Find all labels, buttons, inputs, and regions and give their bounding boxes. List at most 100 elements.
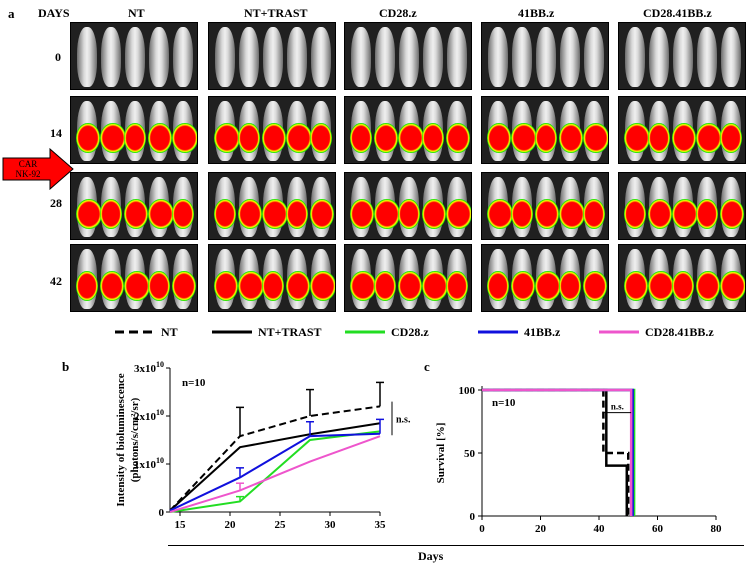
y-tick-label: 50 — [464, 448, 476, 460]
tumor-signal — [511, 270, 535, 302]
tumor-signal — [214, 270, 238, 302]
car-nk92-arrow: CAR NK-92 — [2, 148, 74, 190]
mouse-image-panel — [344, 172, 472, 240]
mouse-figure — [263, 27, 283, 87]
tumor-signal — [100, 198, 122, 230]
mouse-figure — [215, 27, 235, 87]
tumor-signal — [696, 198, 718, 230]
significance-label: n.s. — [611, 402, 624, 412]
shared-xlabel: Days — [418, 549, 444, 563]
mouse-image-panel — [70, 172, 198, 240]
tumor-signal — [214, 122, 240, 154]
mouse-image-panel — [344, 244, 472, 312]
tumor-signal — [76, 270, 98, 302]
tumor-signal — [648, 198, 672, 230]
tumor-signal — [148, 270, 170, 302]
mouse-figure — [488, 27, 508, 87]
tumor-signal — [672, 198, 698, 230]
x-tick-label: 25 — [275, 519, 287, 531]
tumor-signal — [624, 198, 646, 230]
y-tick-label: 2x1010 — [134, 408, 164, 423]
tumor-signal — [672, 270, 694, 302]
arrow-text-line2: NK-92 — [16, 169, 41, 179]
mouse-image-panel — [208, 172, 336, 240]
x-tick-label: 20 — [225, 519, 237, 531]
shared-axis-rule — [168, 545, 744, 546]
tumor-signal — [100, 270, 124, 302]
panel-c-label: c — [424, 359, 430, 374]
tumor-signal — [262, 122, 286, 154]
tumor-signal — [559, 122, 583, 154]
tumor-signal — [310, 122, 332, 154]
series-line-0 — [169, 405, 381, 512]
mouse-figure — [173, 27, 193, 87]
mouse-figure — [311, 27, 331, 87]
tumor-signal — [350, 270, 376, 302]
mouse-image-panel — [618, 172, 746, 240]
tumor-signal — [374, 270, 396, 302]
days-header: DAYS — [38, 6, 70, 20]
y-tick-label: 0 — [159, 507, 165, 519]
x-tick-label: 60 — [652, 523, 664, 535]
tumor-signal — [286, 122, 312, 154]
day-label-28: 28 — [50, 196, 62, 210]
tumor-signal — [238, 122, 260, 154]
mouse-image-panel — [618, 96, 746, 164]
tumor-signal — [76, 198, 102, 230]
mouse-image-panel — [481, 96, 609, 164]
mouse-image-panel — [481, 172, 609, 240]
tumor-signal — [124, 198, 148, 230]
mouse-figure — [447, 27, 467, 87]
bioluminescence-chart: 0 1x1010 2x1010 3x1010 15 20 25 30 35 Intensity o… — [115, 360, 411, 531]
series-line-1 — [169, 422, 381, 512]
mouse-figure — [625, 27, 645, 87]
tumor-signal — [583, 270, 607, 302]
tumor-signal — [374, 198, 400, 230]
mouse-figure — [375, 27, 395, 87]
mouse-figure — [423, 27, 443, 87]
mouse-image-panel — [344, 22, 472, 90]
series-line-4 — [169, 435, 381, 513]
tumor-signal — [624, 122, 650, 154]
tumor-signal — [124, 122, 146, 154]
x-tick-label: 15 — [175, 519, 187, 531]
tumor-signal — [76, 122, 100, 154]
x-tick-label: 40 — [594, 523, 606, 535]
mouse-image-panel — [618, 22, 746, 90]
tumor-signal — [124, 270, 150, 302]
mouse-image-panel — [618, 244, 746, 312]
legend-label-3: 41BB.z — [524, 325, 561, 339]
mouse-image-panel — [70, 22, 198, 90]
mouse-figure — [239, 27, 259, 87]
tumor-signal — [720, 270, 745, 302]
mouse-figure — [721, 27, 741, 87]
tumor-signal — [398, 270, 422, 302]
x-tick-label: 0 — [479, 523, 485, 535]
y-axis-label: Survival [%] — [435, 423, 447, 484]
mouse-figure — [536, 27, 556, 87]
significance-label: n.s. — [396, 414, 411, 425]
x-tick-label: 80 — [711, 523, 723, 535]
y-tick-label: 100 — [459, 385, 476, 397]
arrow-text-line1: CAR — [19, 159, 38, 169]
tumor-signal — [422, 270, 448, 302]
tumor-signal — [286, 270, 310, 302]
mouse-figure — [149, 27, 169, 87]
tumor-signal — [487, 198, 513, 230]
tumor-signal — [446, 198, 471, 230]
survival-chart: 0 50 100 0 20 40 60 80 Survival [%] n=10 n.s. — [435, 385, 723, 535]
mouse-figure — [673, 27, 693, 87]
mouse-figure — [584, 27, 604, 87]
tumor-signal — [262, 270, 284, 302]
tumor-signal — [535, 198, 559, 230]
panel-b-label: b — [62, 359, 70, 374]
tumor-signal — [172, 198, 194, 230]
tumor-signal — [720, 198, 744, 230]
group-header-nt: NT — [128, 6, 145, 20]
day-label-42: 42 — [50, 274, 62, 288]
tumor-signal — [286, 198, 308, 230]
series-line-2 — [169, 430, 381, 513]
tumor-signal — [583, 122, 608, 154]
tumor-signal — [559, 270, 581, 302]
tumor-signal — [511, 198, 533, 230]
